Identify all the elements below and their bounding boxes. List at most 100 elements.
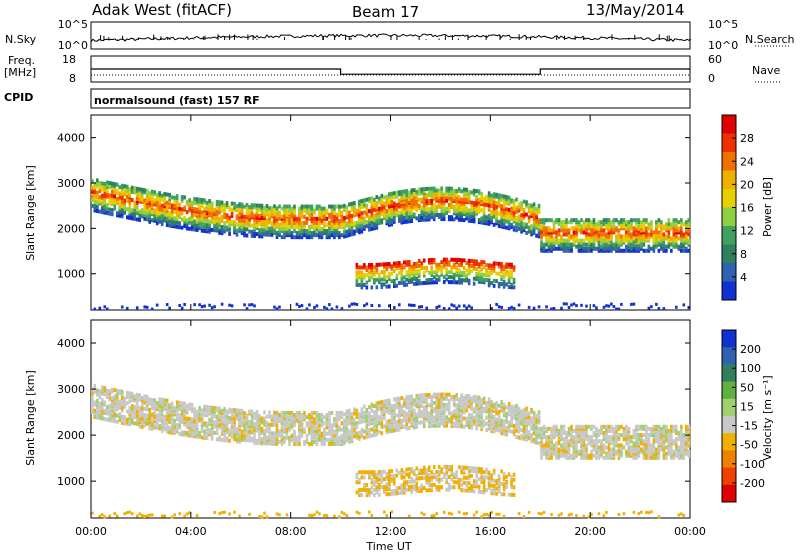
heatmap-cell <box>500 220 503 225</box>
heatmap-cell <box>350 226 354 231</box>
heatmap-cell <box>208 227 211 232</box>
heatmap-cell <box>620 226 623 231</box>
heatmap-cell <box>310 224 314 229</box>
heatmap-cell <box>383 487 386 492</box>
heatmap-cell <box>135 196 139 201</box>
heatmap-cell <box>155 200 159 205</box>
heatmap-cell <box>455 215 458 220</box>
colorbar-swatch <box>722 152 736 171</box>
heatmap-cell <box>158 424 161 429</box>
heatmap-cell <box>125 188 129 193</box>
heatmap-cell <box>358 275 361 280</box>
heatmap-cell <box>422 203 426 208</box>
heatmap-cell <box>330 229 334 234</box>
heatmap-cell <box>298 442 301 447</box>
heatmap-cell <box>368 217 371 222</box>
heatmap-cell <box>203 214 206 219</box>
heatmap-cell <box>140 400 144 405</box>
heatmap-cell <box>360 229 364 234</box>
heatmap-cell <box>138 213 142 218</box>
heatmap-cell <box>467 196 471 201</box>
heatmap-cell <box>245 421 249 426</box>
heatmap-cell <box>298 210 301 215</box>
heatmap-cell <box>370 275 374 280</box>
heatmap-cell <box>365 414 369 419</box>
heatmap-cell <box>178 431 181 436</box>
heatmap-cell <box>130 189 134 194</box>
heatmap-cell <box>238 437 241 442</box>
noise-left-tick-high: 10^5 <box>58 18 88 31</box>
heatmap-cell <box>158 219 161 224</box>
heatmap-cell <box>335 212 339 217</box>
heatmap-cell <box>455 407 458 412</box>
heatmap-cell <box>363 202 366 207</box>
heatmap-cell <box>417 401 421 406</box>
heatmap-cell <box>440 186 444 191</box>
heatmap-cell <box>450 411 453 416</box>
heatmap-cell <box>500 269 503 274</box>
heatmap-cell <box>415 425 419 430</box>
heatmap-cell <box>283 204 286 209</box>
heatmap-cell <box>373 428 376 433</box>
heatmap-cell <box>397 400 401 405</box>
heatmap-cell <box>300 206 304 211</box>
heatmap-cell <box>597 226 601 231</box>
heatmap-cell <box>120 389 124 394</box>
heatmap-cell <box>440 272 444 277</box>
heatmap-cell <box>585 230 588 235</box>
heatmap-cell <box>105 390 109 395</box>
heatmap-cell <box>680 226 683 231</box>
heatmap-cell <box>205 423 209 428</box>
heatmap-cell <box>225 411 229 416</box>
heatmap-cell <box>188 226 191 231</box>
heatmap-cell <box>455 475 458 480</box>
heatmap-cell <box>145 305 149 309</box>
heatmap-cell <box>148 407 152 412</box>
heatmap-cell <box>128 205 132 210</box>
heatmap-cell <box>225 203 229 208</box>
heatmap-cell <box>263 220 266 225</box>
heatmap-cell <box>123 396 127 401</box>
heatmap-cell <box>388 204 391 209</box>
heatmap-cell <box>497 264 501 269</box>
heatmap-cell <box>450 186 453 191</box>
heatmap-cell <box>457 424 461 429</box>
heatmap-cell <box>380 193 384 198</box>
heatmap-cell <box>425 193 429 198</box>
heatmap-cell <box>517 208 521 213</box>
heatmap-cell <box>470 259 473 264</box>
heatmap-cell <box>308 212 311 217</box>
heatmap-cell <box>400 193 404 198</box>
heatmap-cell <box>430 475 434 480</box>
heatmap-cell <box>422 485 426 490</box>
heatmap-cell <box>298 208 301 213</box>
heatmap-cell <box>400 210 404 215</box>
heatmap-cell <box>640 220 643 225</box>
heatmap-cell <box>193 415 196 420</box>
heatmap-cell <box>425 207 429 212</box>
heatmap-cell <box>383 262 386 267</box>
heatmap-cell <box>675 305 678 309</box>
heatmap-cell <box>502 206 506 211</box>
heatmap-cell <box>223 425 226 430</box>
heatmap-cell <box>100 203 104 208</box>
heatmap-cell <box>195 213 199 218</box>
heatmap-cell <box>290 233 294 238</box>
heatmap-cell <box>313 233 316 238</box>
heatmap-cell <box>517 222 521 227</box>
heatmap-cell <box>313 410 316 415</box>
heatmap-cell <box>158 403 161 408</box>
heatmap-cell <box>375 285 379 290</box>
heatmap-cell <box>138 416 142 421</box>
heatmap-cell <box>370 513 374 517</box>
heatmap-cell <box>378 415 381 420</box>
heatmap-cell <box>353 302 356 306</box>
heatmap-cell <box>655 242 658 247</box>
heatmap-cell <box>205 405 209 410</box>
heatmap-cell <box>375 424 379 429</box>
heatmap-cell <box>245 429 249 434</box>
heatmap-cell <box>288 233 291 238</box>
heatmap-cell <box>388 196 391 201</box>
heatmap-cell <box>313 216 316 221</box>
heatmap-cell <box>427 413 431 418</box>
